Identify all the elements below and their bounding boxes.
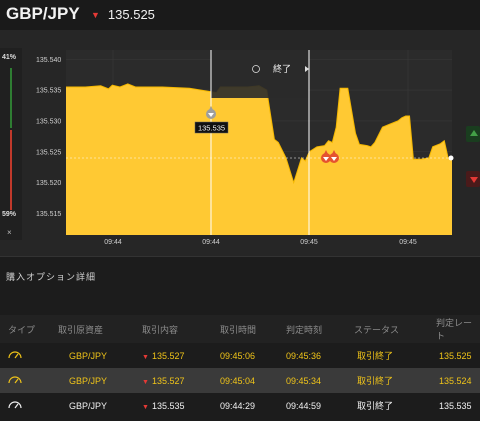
gauge-icon bbox=[8, 375, 22, 383]
sentiment-high-bar bbox=[10, 68, 12, 128]
gauge-icon bbox=[8, 350, 22, 358]
table-row[interactable]: GBP/JPY ▼ 135.535 09:44:29 09:44:59 取引終了 … bbox=[0, 393, 480, 418]
table-row[interactable]: GBP/JPY ▼ 135.527 09:45:06 09:45:36 取引終了 … bbox=[0, 343, 480, 368]
price-line bbox=[66, 83, 452, 185]
down-arrow-icon: ▼ bbox=[91, 10, 100, 20]
time-cell: 09:45:04 bbox=[220, 375, 256, 386]
asset-cell: GBP/JPY bbox=[69, 400, 108, 411]
end-zone-band bbox=[211, 50, 309, 98]
x-tick-label: 09:44 bbox=[104, 239, 122, 246]
content-cell: ▼ 135.535 bbox=[142, 400, 185, 411]
current-tag: 135.535 bbox=[194, 121, 229, 134]
marker-red-pins bbox=[321, 150, 339, 163]
put-side-button bbox=[466, 171, 480, 187]
status-cell: 取引終了 bbox=[357, 376, 394, 386]
end-arrow-icon bbox=[305, 66, 309, 72]
sentiment-bar: 41% 59% × bbox=[0, 48, 22, 240]
type-cell bbox=[0, 393, 57, 418]
end-label-group: 終了 bbox=[252, 63, 309, 74]
call-side-button bbox=[466, 126, 480, 142]
y-tick-label: 135.525 bbox=[36, 149, 61, 156]
col-judge: 判定時刻 bbox=[285, 315, 353, 343]
down-arrow-icon: ▼ bbox=[142, 353, 149, 361]
col-type: タイプ bbox=[0, 315, 57, 343]
x-axis: 09:44 09:44 09:45 09:45 bbox=[104, 239, 417, 246]
x-tick-label: 09:45 bbox=[399, 239, 417, 246]
section-divider bbox=[0, 256, 480, 257]
type-cell bbox=[0, 343, 57, 368]
asset-cell: GBP/JPY bbox=[69, 375, 108, 386]
content-cell: ▼ 135.527 bbox=[142, 350, 185, 361]
content-cell: ▼ 135.527 bbox=[142, 375, 185, 386]
col-rate: 判定レート bbox=[435, 315, 480, 343]
history-icon bbox=[252, 65, 260, 73]
y-tick-label: 135.535 bbox=[36, 88, 61, 95]
sentiment-low-pct: 59% bbox=[2, 211, 17, 218]
table-row[interactable]: GBP/JPY ▼ 135.527 09:45:04 09:45:34 取引終了 … bbox=[0, 368, 480, 393]
section-title: 購入オプション詳細 bbox=[6, 272, 97, 282]
y-axis: 135.540 135.535 135.530 135.525 135.520 135.5… bbox=[36, 57, 61, 218]
top-bar: GBP/JPY ▼ 135.525 bbox=[0, 0, 480, 30]
judge-cell: 09:44:59 bbox=[286, 400, 322, 411]
status-cell: 取引終了 bbox=[357, 351, 394, 361]
x-tick-label: 09:44 bbox=[202, 239, 220, 246]
type-cell bbox=[0, 368, 57, 393]
price-area bbox=[66, 83, 452, 236]
rate-cell: 135.525 bbox=[439, 350, 472, 361]
sentiment-low-bar bbox=[10, 130, 12, 210]
end-label: 終了 bbox=[273, 63, 291, 74]
y-tick-label: 135.540 bbox=[36, 57, 61, 64]
down-arrow-icon: ▼ bbox=[142, 378, 149, 386]
marker-gray-pin bbox=[206, 106, 216, 119]
col-asset: 取引原資産 bbox=[57, 315, 141, 343]
col-time: 取引時間 bbox=[219, 315, 285, 343]
time-cell: 09:45:06 bbox=[220, 350, 256, 361]
y-tick-label: 135.530 bbox=[36, 118, 61, 125]
price-chart[interactable]: 終了 135.540135.535135.530135.525135.52013… bbox=[0, 30, 480, 256]
judge-cell: 09:45:34 bbox=[286, 375, 322, 386]
y-tick-label: 135.520 bbox=[36, 180, 61, 187]
current-price-dot bbox=[448, 155, 454, 161]
asset-cell: GBP/JPY bbox=[69, 350, 108, 361]
close-icon[interactable]: × bbox=[7, 228, 12, 237]
rate-cell: 135.524 bbox=[439, 375, 472, 386]
status-cell: 取引終了 bbox=[357, 401, 394, 411]
gauge-icon bbox=[8, 400, 22, 408]
sentiment-high-pct: 41% bbox=[2, 54, 17, 61]
col-status: ステータス bbox=[353, 315, 435, 343]
current-tag-value: 135.535 bbox=[198, 124, 225, 133]
time-cell: 09:44:29 bbox=[220, 400, 256, 411]
col-content: 取引内容 bbox=[141, 315, 219, 343]
y-tick-label: 135.515 bbox=[36, 211, 61, 218]
rate-cell: 135.535 bbox=[439, 400, 472, 411]
down-arrow-icon: ▼ bbox=[142, 403, 149, 411]
options-table: タイプ 取引原資産 取引内容 取引時間 判定時刻 ステータス 判定レート GBP… bbox=[0, 315, 480, 418]
x-tick-label: 09:45 bbox=[300, 239, 318, 246]
table-header-row: タイプ 取引原資産 取引内容 取引時間 判定時刻 ステータス 判定レート bbox=[0, 315, 480, 343]
judge-cell: 09:45:36 bbox=[286, 350, 322, 361]
current-price: ▼ 135.525 bbox=[91, 7, 155, 22]
currency-pair: GBP/JPY bbox=[6, 4, 80, 23]
current-price-value: 135.525 bbox=[107, 7, 155, 22]
